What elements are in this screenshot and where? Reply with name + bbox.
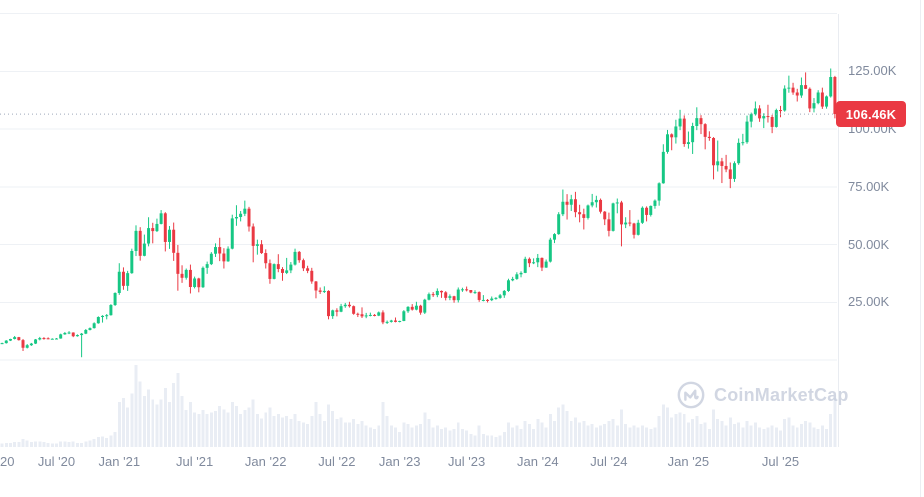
time-tick-label: Jan '24 <box>517 454 559 469</box>
time-tick-label: Jul '25 <box>761 454 800 469</box>
time-tick-label: Jan '21 <box>98 454 141 469</box>
price-axis-separator <box>838 14 839 447</box>
time-tick-label: Jul '21 <box>176 454 214 469</box>
price-tick-label: 75.00K <box>848 179 890 194</box>
current-price-badge: 106.46K <box>836 101 906 127</box>
time-tick-label: Jul '22 <box>318 454 356 469</box>
time-tick-label: Jan '22 <box>244 454 287 469</box>
time-tick-label: Jul '20 <box>37 454 76 469</box>
time-tick-label: 20 <box>0 454 15 469</box>
price-tick-label: 125.00K <box>848 63 897 78</box>
panel-right-edge <box>920 0 921 497</box>
price-tick-label: 25.00K <box>848 294 890 309</box>
price-tick-label: 50.00K <box>848 237 890 252</box>
time-tick-label: Jan '23 <box>378 454 421 469</box>
candlestick-chart[interactable] <box>0 0 837 448</box>
time-tick-label: Jan '25 <box>667 454 710 469</box>
time-tick-label: Jul '24 <box>590 454 628 469</box>
current-price-label: 106.46K <box>845 106 897 122</box>
time-tick-label: Jul '23 <box>448 454 486 469</box>
